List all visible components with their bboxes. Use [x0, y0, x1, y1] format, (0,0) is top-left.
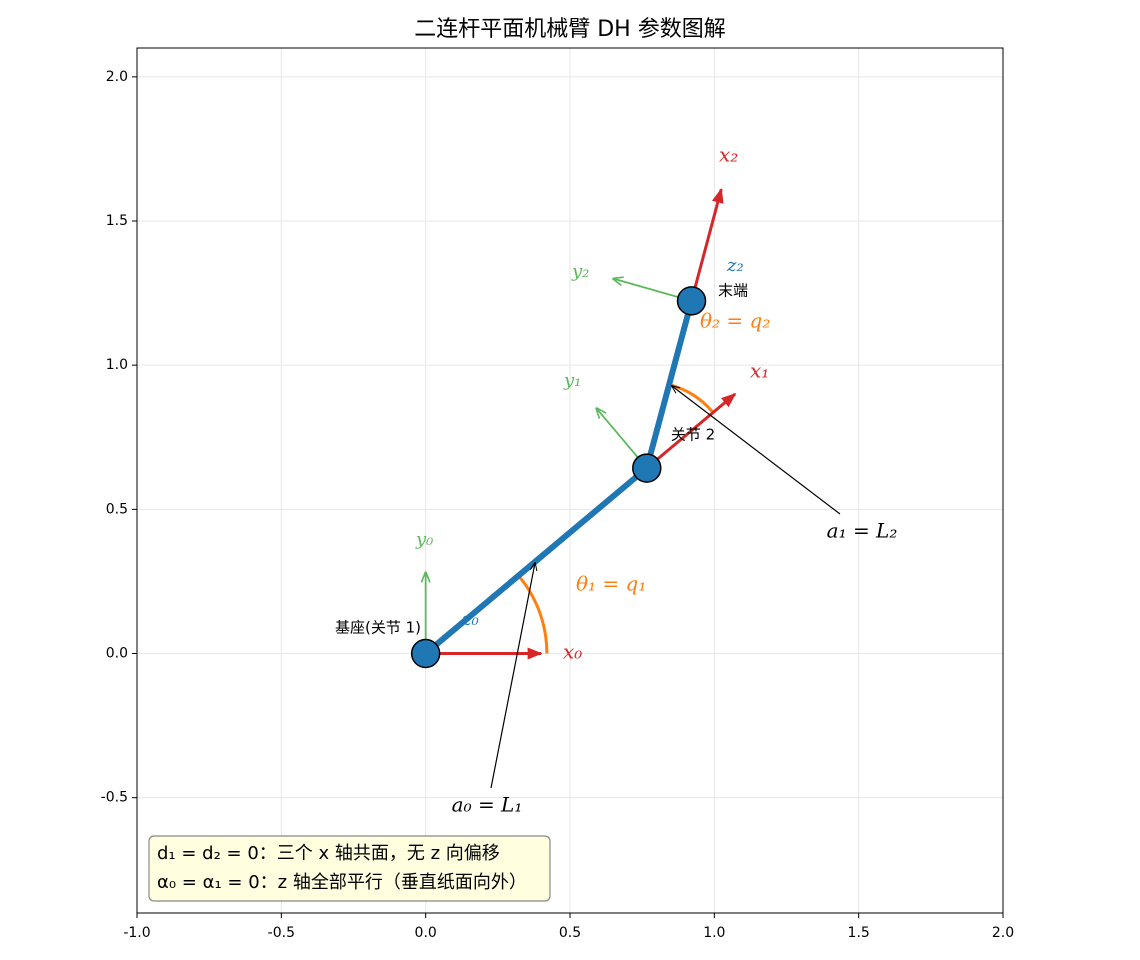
annotation: a₀ = L₁ — [452, 793, 523, 817]
y-axis-label: y₂ — [571, 261, 589, 282]
y-tick-label: 2.0 — [106, 69, 128, 85]
x-axis-label: x₀ — [563, 640, 582, 664]
y-tick-label: 0.0 — [106, 646, 128, 662]
angle-label: θ₁ = q₁ — [576, 572, 646, 596]
note-box — [148, 835, 551, 902]
z-axis-label: z₂ — [726, 255, 744, 276]
joint-label: 末端 — [718, 282, 748, 300]
x-tick-label: 0.0 — [415, 925, 437, 941]
note-line: d₁ = d₂ = 0：三个 x 轴共面，无 z 向偏移 — [157, 843, 500, 864]
x-tick-label: 1.0 — [703, 925, 725, 941]
x-axis-arrow — [645, 392, 737, 470]
angle-label: θ₂ = q₂ — [700, 309, 770, 333]
x-tick-label: 2.0 — [992, 925, 1014, 941]
y-axis-label: y₁ — [563, 370, 581, 391]
joint-label: 基座(关节 1) — [335, 619, 421, 637]
x-tick-label: 1.5 — [848, 925, 870, 941]
x-tick-label: -0.5 — [268, 925, 295, 941]
annotation-arrow — [490, 563, 535, 789]
z-axis-label: z₀ — [461, 609, 479, 630]
x-axis-arrow — [690, 187, 724, 302]
annotation-arrow — [672, 386, 841, 515]
chart-title: 二连杆平面机械臂 DH 参数图解 — [414, 17, 725, 42]
joint-label: 关节 2 — [671, 426, 715, 444]
y-tick-label: 1.0 — [106, 357, 128, 373]
x-tick-label: 0.5 — [559, 925, 581, 941]
y-tick-label: -0.5 — [101, 790, 128, 806]
angle-arc — [517, 574, 549, 654]
y-tick-label: 1.5 — [106, 213, 128, 229]
joint — [632, 453, 662, 483]
y-axis-label: y₀ — [415, 529, 433, 550]
joint — [410, 638, 441, 669]
joint — [676, 286, 707, 316]
x-tick-label: -1.0 — [123, 925, 150, 941]
annotation: a₁ = L₂ — [827, 519, 898, 543]
note-line: α₀ = α₁ = 0：z 轴全部平行（垂直纸面向外） — [157, 872, 527, 893]
x-axis-label: x₁ — [750, 359, 769, 383]
y-tick-label: 0.5 — [106, 501, 128, 517]
x-axis-label: x₂ — [719, 143, 738, 167]
